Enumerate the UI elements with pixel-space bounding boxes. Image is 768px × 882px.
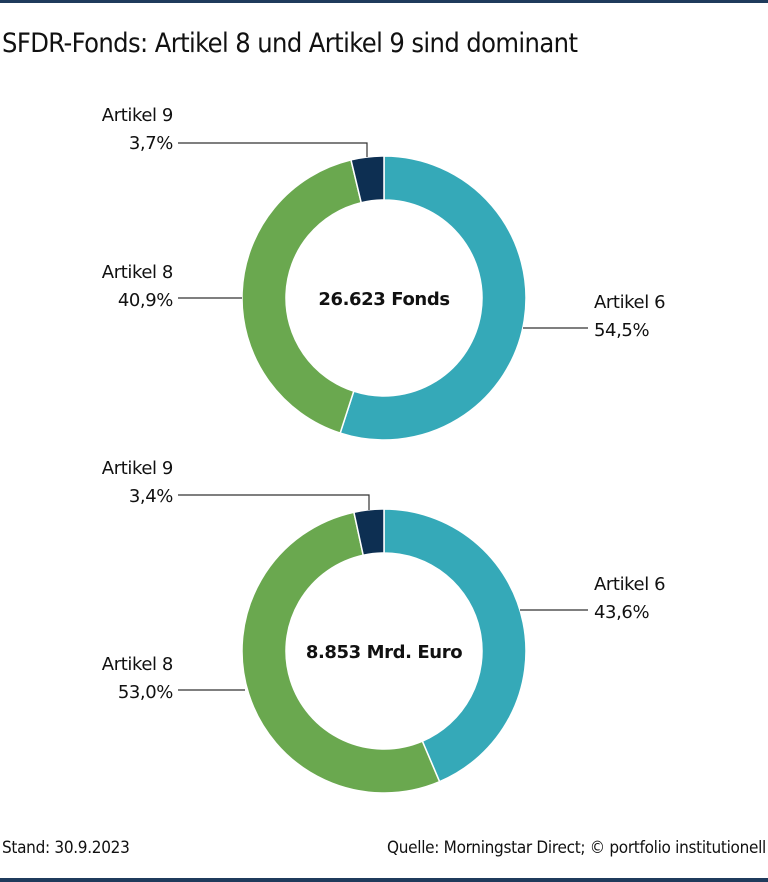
slice-name-label: Artikel 8 — [102, 262, 173, 283]
bottom-border — [0, 878, 768, 882]
center-label: 8.853 Mrd. Euro — [306, 642, 462, 663]
slice-value-label: 43,6% — [594, 602, 649, 623]
footer-source: Quelle: Morningstar Direct; © portfolio … — [387, 838, 766, 858]
slice-value-label: 54,5% — [594, 320, 649, 341]
donut-slice-artikel-8 — [241, 511, 441, 794]
donut-slice-artikel-9 — [350, 155, 385, 204]
donut-slice-artikel-9 — [353, 508, 385, 557]
slice-name-label: Artikel 8 — [102, 654, 173, 675]
chart-title: SFDR-Fonds: Artikel 8 und Artikel 9 sind… — [2, 28, 578, 59]
slice-value-label: 3,4% — [129, 486, 173, 507]
donut-slice-artikel-8 — [241, 158, 363, 435]
donut-slice-artikel-6 — [383, 508, 527, 783]
slice-name-label: Artikel 9 — [102, 458, 173, 479]
slice-value-label: 3,7% — [129, 133, 173, 154]
slice-name-label: Artikel 9 — [102, 105, 173, 126]
slice-value-label: 53,0% — [118, 682, 173, 703]
leader-line — [178, 142, 368, 157]
footer-date: Stand: 30.9.2023 — [2, 838, 130, 858]
slice-name-label: Artikel 6 — [594, 292, 665, 313]
center-label: 26.623 Fonds — [318, 289, 449, 310]
donut-slice-artikel-6 — [339, 155, 527, 441]
slice-value-label: 40,9% — [118, 290, 173, 311]
slice-name-label: Artikel 6 — [594, 574, 665, 595]
leader-line — [178, 494, 370, 510]
top-border — [0, 0, 768, 3]
